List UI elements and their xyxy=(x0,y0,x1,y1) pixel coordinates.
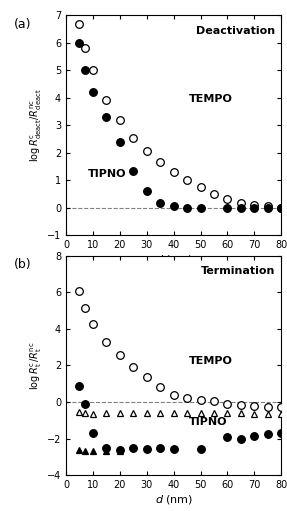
Text: TIPNO: TIPNO xyxy=(189,417,227,428)
X-axis label: $d$ (nm): $d$ (nm) xyxy=(154,253,193,266)
Text: Deactivation: Deactivation xyxy=(196,27,275,36)
Text: TIPNO: TIPNO xyxy=(88,169,126,178)
Y-axis label: $\log R^{\rm c}_{\rm t}/R^{\rm nc}_{\rm t}$: $\log R^{\rm c}_{\rm t}/R^{\rm nc}_{\rm … xyxy=(29,341,44,389)
Text: (a): (a) xyxy=(14,18,32,31)
Text: TEMPO: TEMPO xyxy=(189,356,232,366)
Text: Termination: Termination xyxy=(200,267,275,276)
Text: (b): (b) xyxy=(14,258,32,271)
Text: TEMPO: TEMPO xyxy=(189,94,232,104)
Y-axis label: $\log R^{\rm c}_{\rm deact}/R^{\rm nc}_{\rm deact}$: $\log R^{\rm c}_{\rm deact}/R^{\rm nc}_{… xyxy=(29,88,44,162)
X-axis label: $d$ (nm): $d$ (nm) xyxy=(154,493,193,506)
